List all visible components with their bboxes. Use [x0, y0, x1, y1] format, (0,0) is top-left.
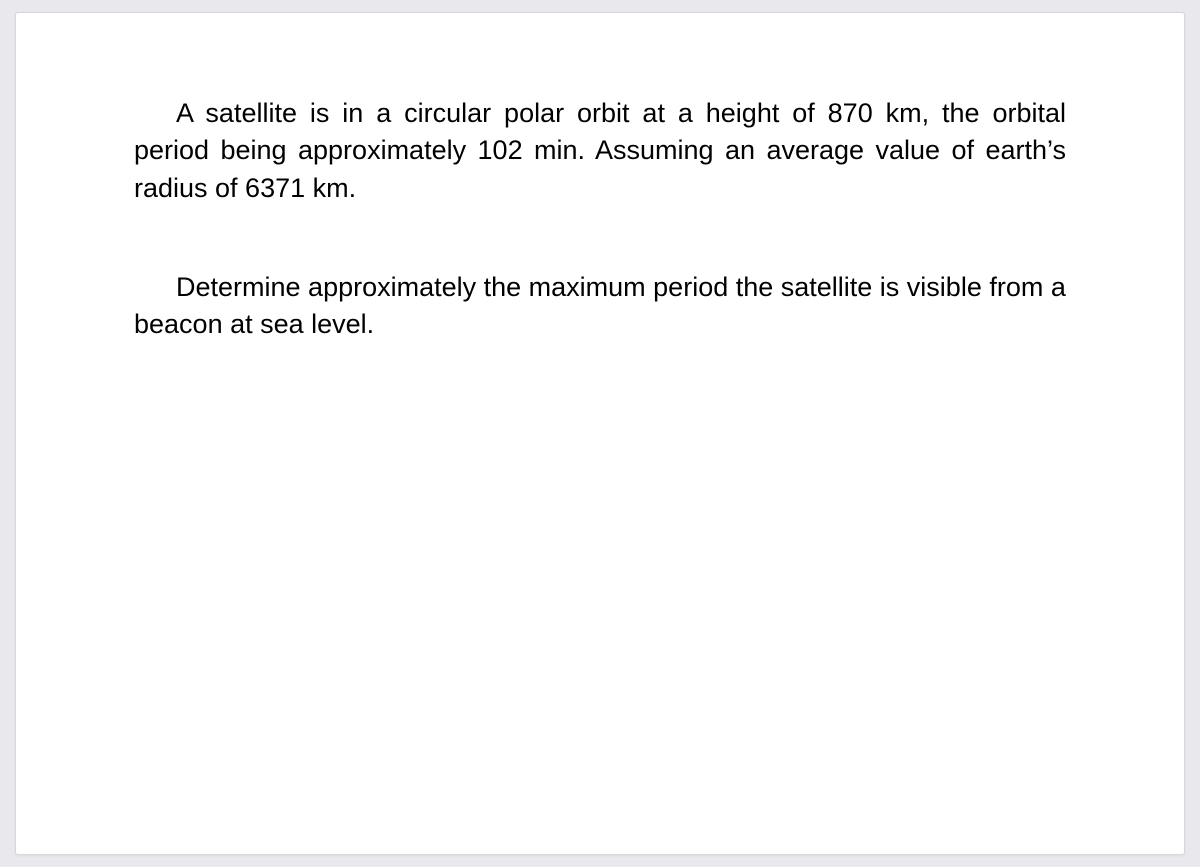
document-page: A satellite is in a circular polar orbit…: [15, 12, 1185, 855]
problem-paragraph-2: Determine approximately the maximum peri…: [134, 269, 1066, 344]
problem-paragraph-1: A satellite is in a circular polar orbit…: [134, 95, 1066, 207]
